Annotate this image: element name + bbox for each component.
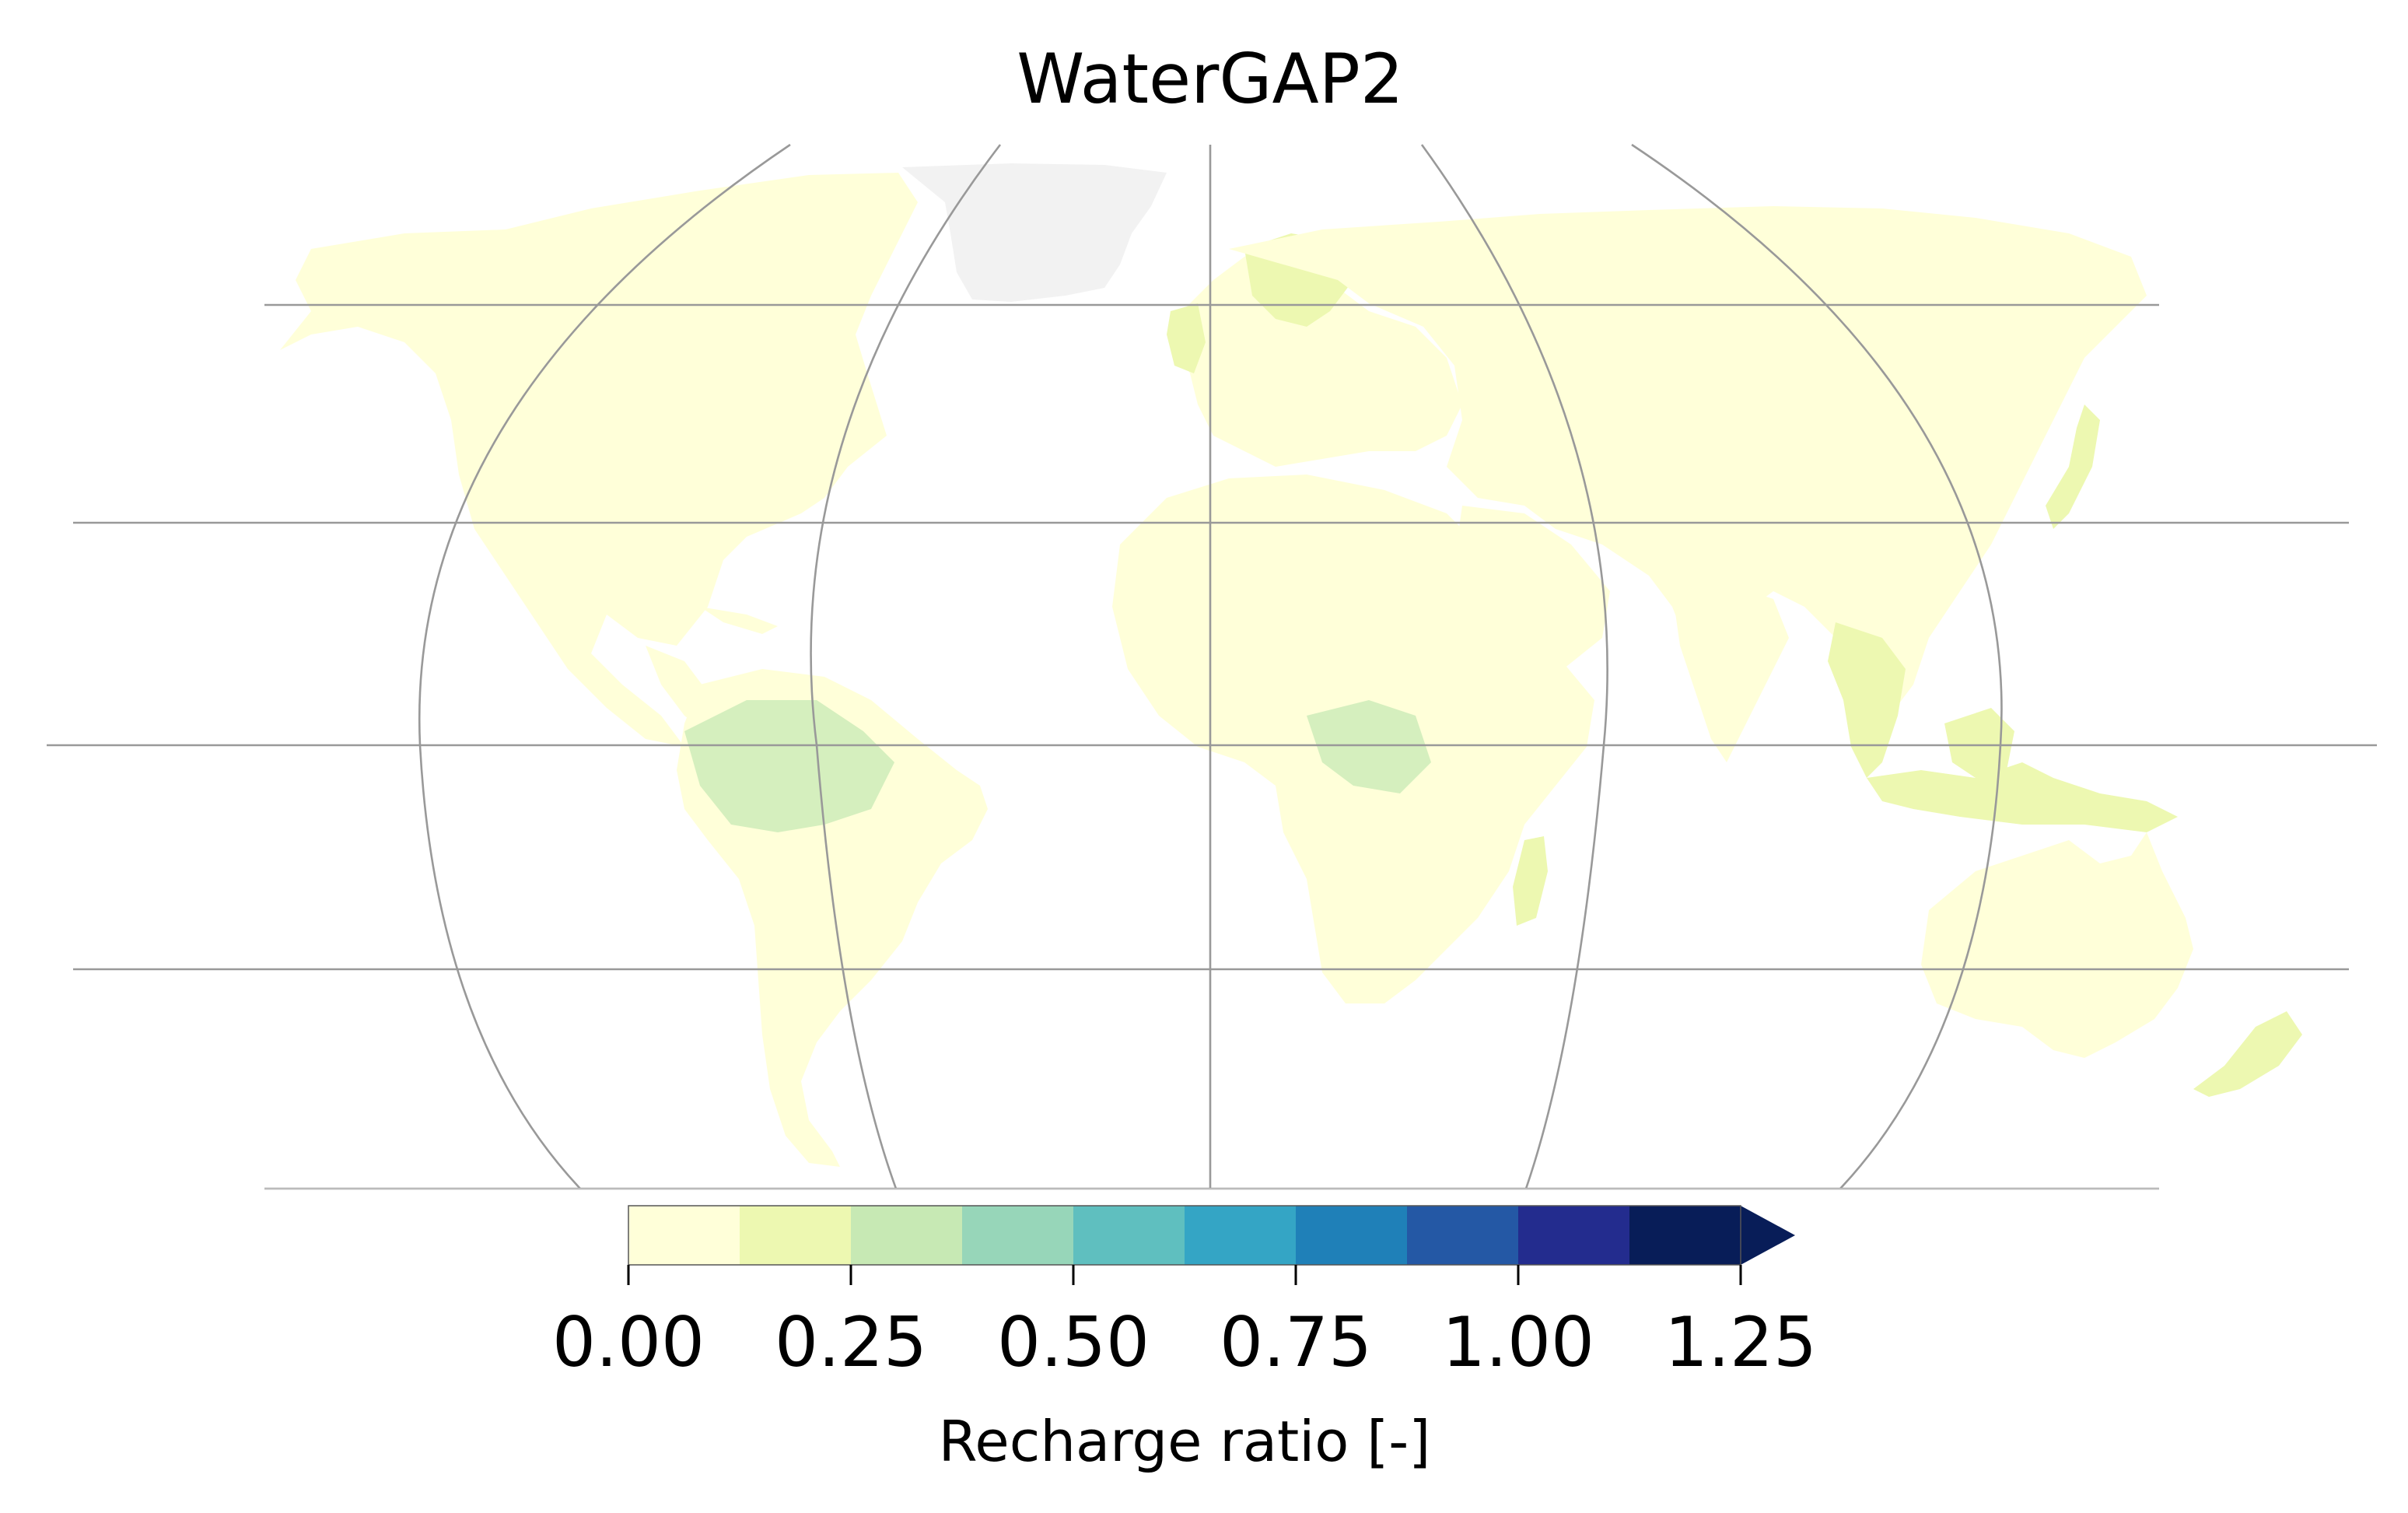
colorbar-segment <box>1518 1206 1630 1265</box>
great-britain <box>1167 303 1206 373</box>
colorbar: 0.00 0.25 0.50 0.75 1.00 1.25 Recharge ratio … <box>552 1205 1817 1474</box>
map-title: WaterGAP2 <box>1017 39 1404 119</box>
congo-basin <box>1307 700 1431 793</box>
southeast-asia <box>1828 622 1906 778</box>
colorbar-segment <box>1629 1206 1741 1265</box>
colorbar-segment <box>740 1206 852 1265</box>
graticule <box>47 143 2377 1190</box>
colorbar-segment <box>962 1206 1074 1265</box>
asia <box>1229 206 2147 716</box>
madagascar <box>1513 836 1548 926</box>
meridian-60w <box>810 144 1002 1189</box>
colorbar-tick-label: 0.75 <box>1220 1302 1372 1382</box>
meridian-120e <box>1631 143 2003 1189</box>
india <box>1672 583 1789 762</box>
colorbar-segment <box>1407 1206 1519 1265</box>
colorbar-segment <box>1296 1206 1408 1265</box>
colorbar-tick-label: 0.50 <box>997 1302 1150 1382</box>
caribbean <box>700 607 778 634</box>
colorbar-segment <box>1185 1206 1297 1265</box>
greenland <box>902 163 1167 302</box>
colorbar-extend-arrow <box>1741 1206 1795 1265</box>
indonesia <box>1867 762 2178 832</box>
colorbar-tick-label: 1.00 <box>1442 1302 1594 1382</box>
australia <box>1921 832 2193 1058</box>
colorbar-segments <box>628 1206 1795 1265</box>
colorbar-segment <box>1073 1206 1185 1265</box>
colorbar-segment <box>628 1206 740 1265</box>
europe <box>1174 241 1462 467</box>
colorbar-tick-label: 0.00 <box>552 1302 705 1382</box>
land-layer <box>280 163 2302 1167</box>
borneo <box>1944 708 2014 778</box>
new-zealand <box>2193 1011 2302 1097</box>
japan <box>2046 405 2100 529</box>
amazon-basin <box>684 700 894 832</box>
colorbar-tick-label: 0.25 <box>775 1302 927 1382</box>
colorbar-ticks: 0.00 0.25 0.50 0.75 1.00 1.25 <box>552 1265 1817 1382</box>
colorbar-frame <box>628 1205 1741 1266</box>
meridian-60e <box>1420 144 1608 1189</box>
north-america <box>280 173 918 747</box>
meridian-120w <box>418 143 791 1189</box>
colorbar-label: Recharge ratio [-] <box>939 1409 1431 1474</box>
colorbar-segment <box>851 1206 963 1265</box>
colorbar-tick-label: 1.25 <box>1664 1302 1817 1382</box>
